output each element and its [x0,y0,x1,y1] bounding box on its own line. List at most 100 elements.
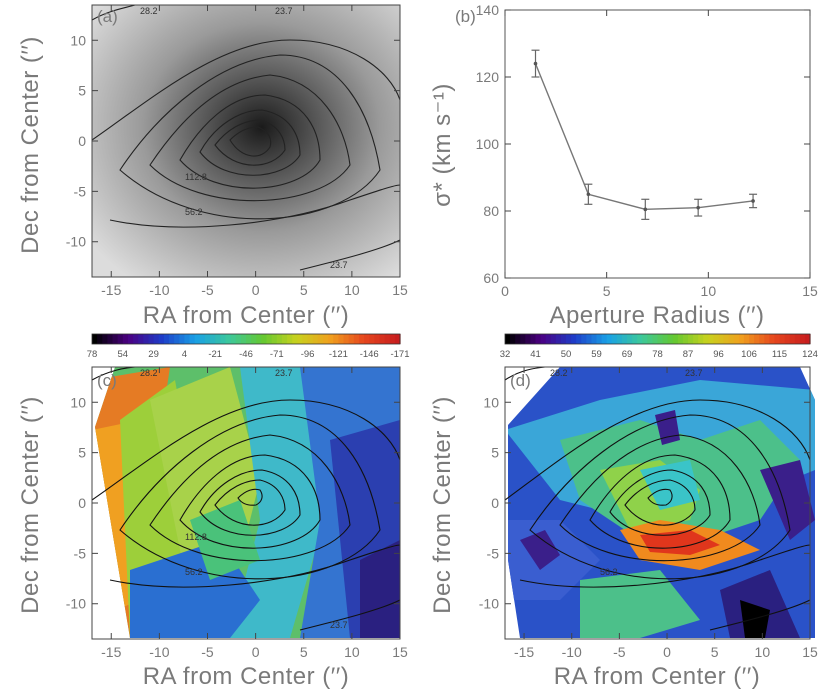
colorbar-segment [652,334,659,344]
panel-d-contours [504,366,811,631]
colorbar-segment [749,334,755,344]
colorbar-segment [754,334,760,344]
colorbar-segment [545,334,552,344]
panel-c-contour-label: 23.7 [330,620,348,630]
x-tick-label: 15 [392,282,408,298]
colorbar-segment [369,334,375,344]
y-tick-label: 0 [78,133,86,149]
colorbar-segment [611,334,618,344]
colorbar-segment [384,334,391,344]
colorbar-segment [143,334,150,344]
colorbar-tick-label: 78 [652,349,663,360]
colorbar-c-frame [91,333,401,345]
colorbar-segment [204,334,211,344]
colorbar-segment [616,334,623,344]
panel-c-yticks: -10 -5 0 5 10 [66,394,400,612]
colorbar-segment [379,334,386,344]
colorbar-segment [276,334,283,344]
x-tick-label: 10 [344,282,360,298]
y-tick-label: -10 [479,596,499,612]
colorbar-tick-label: 32 [500,349,511,360]
panel-c-label: (c) [97,371,117,390]
colorbar-tick-label: 69 [622,349,633,360]
colorbar-tick-label: -96 [301,349,315,360]
panel-b-frame [504,9,811,279]
colorbar-segment [566,334,572,344]
panel-d-dispersion-map [508,367,815,638]
y-tick-label: 10 [70,32,86,48]
colorbar-segment [688,334,694,344]
y-tick-label: 5 [78,445,86,461]
colorbar-tick-label: -121 [329,349,348,360]
panel-d-xlabel: RA from Center (′′) [554,663,761,690]
panel-c: 28.2 23.7 112.8 56.2 23.7 (c) -15 -10 -5 0 5… [17,366,408,690]
colorbar-segment [225,334,232,344]
x-tick-label: 0 [501,283,509,299]
colorbar-segment [530,334,537,344]
colorbar-segment [163,334,170,344]
colorbar-segment [693,334,699,344]
panel-c-contour-label: 23.7 [275,368,293,378]
colorbar-segment [723,334,730,344]
colorbar-segment [169,334,175,344]
colorbar-tick-label: 50 [561,349,572,360]
colorbar-segment [235,334,242,344]
panel-b-ylabel: σ* (km s⁻¹) [429,83,456,207]
x-tick-label: -5 [613,644,626,660]
x-tick-label: 15 [802,283,818,299]
colorbar-segment [199,334,206,344]
colorbar-segment [251,334,257,344]
data-point [586,192,591,197]
colorbar-segment [333,334,339,344]
colorbar-segment [743,334,750,344]
panel-c-contour-label: 28.2 [140,368,158,378]
data-point [643,207,648,212]
x-tick-label: 0 [252,644,260,660]
colorbar-segment [261,334,268,344]
colorbar-segment [215,334,221,344]
colorbar-segment [364,334,370,344]
colorbar-tick-label: -146 [360,349,379,360]
colorbar-tick-label: -21 [208,349,222,360]
panel-a-label: (a) [97,7,118,26]
colorbar-segment [540,334,547,344]
panel-c-ylabel: Dec from Center (′′) [17,396,44,614]
colorbar-segment [647,334,654,344]
y-tick-label: 100 [476,136,500,152]
colorbar-segment [102,334,108,344]
colorbar-tick-label: -71 [270,349,284,360]
colorbar-segment [510,334,516,344]
x-tick-label: 5 [711,644,719,660]
panel-d: 28.2 23.7 56.2 (d) -15 -10 -5 0 5 10 15 -10 -5 0… [429,366,818,690]
colorbar-segment [220,334,227,344]
colorbar-segment [358,334,365,344]
colorbar-tick-label: 124 [802,349,818,360]
colorbar-segment [302,334,309,344]
panel-a-contour-label: 112.8 [185,172,207,182]
x-tick-label: -15 [101,282,121,298]
colorbar-segment [698,334,704,344]
colorbar-segment [97,334,103,344]
y-tick-label: 140 [476,2,500,18]
colorbar-segment [256,334,262,344]
colorbar-segment [779,334,786,344]
colorbar-segment [112,334,119,344]
x-tick-label: 5 [300,282,308,298]
colorbar-segment [560,334,567,344]
colorbar-segment [312,334,319,344]
y-tick-label: -5 [74,545,87,561]
colorbar-d-frame [504,333,811,345]
colorbar-segment [281,334,288,344]
colorbar-segment [586,334,593,344]
x-tick-label: -5 [201,282,214,298]
colorbar-segment [672,334,679,344]
panel-d-contour-label: 28.2 [550,368,568,378]
colorbar-segment [287,334,293,344]
colorbar-tick-label: 54 [118,349,129,360]
y-tick-label: 10 [483,394,499,410]
panel-d-contour-label: 23.7 [685,368,703,378]
panel-a-contour-label: 23.7 [275,6,293,16]
colorbar-tick-label: 4 [182,349,187,360]
colorbar-segment [184,334,191,344]
